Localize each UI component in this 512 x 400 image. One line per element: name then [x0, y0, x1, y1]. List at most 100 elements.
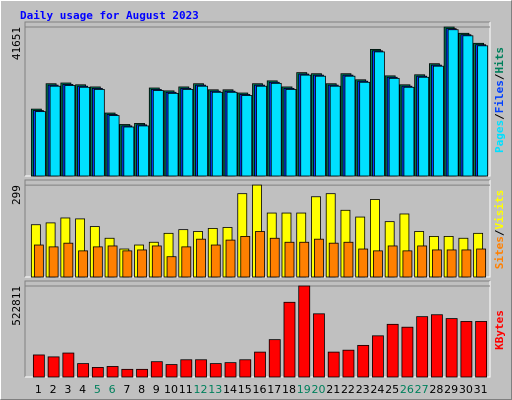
legend-entry: Hits: [493, 47, 506, 74]
bar: [417, 245, 428, 278]
panel-edge-light: [25, 281, 491, 378]
legend-entry: Pages: [493, 120, 506, 153]
bar: [461, 249, 472, 278]
bar: [34, 111, 46, 177]
x-tick-label: 17: [267, 383, 281, 396]
x-tick-label: 14: [223, 383, 237, 396]
bar: [166, 256, 177, 278]
bar: [107, 245, 118, 278]
bar: [329, 85, 341, 177]
bar: [359, 81, 371, 177]
bar: [122, 250, 133, 278]
bar: [241, 95, 253, 177]
bar: [388, 77, 400, 177]
x-tick-label: 5: [94, 383, 101, 396]
bar: [62, 352, 75, 378]
panel-edge-dark: [24, 21, 490, 176]
bar: [165, 364, 178, 378]
bar: [313, 313, 325, 378]
x-tick-label: 3: [64, 383, 71, 396]
bar: [476, 248, 487, 278]
x-tick-label: 16: [253, 383, 267, 396]
bar: [433, 65, 444, 177]
legend-entry: Visits: [493, 190, 506, 230]
x-tick-label: 4: [79, 383, 86, 396]
bar: [77, 363, 89, 378]
bar: [416, 316, 429, 378]
legend-separator: /: [493, 113, 506, 120]
x-tick-label: 20: [311, 383, 325, 396]
bar: [137, 249, 147, 278]
x-tick-label: 23: [356, 383, 370, 396]
bar: [342, 349, 355, 378]
bar: [268, 339, 281, 378]
bar: [78, 250, 88, 278]
bar: [48, 246, 59, 278]
bar: [418, 76, 430, 177]
bar: [283, 301, 296, 378]
y-tick-label: 41651: [10, 27, 23, 60]
x-tick-label: 22: [341, 383, 355, 396]
bar: [136, 368, 148, 378]
bar: [181, 246, 192, 278]
bar: [121, 368, 134, 378]
bar: [195, 359, 207, 378]
bar: [477, 45, 489, 177]
bar: [460, 321, 473, 378]
legend-separator: /: [493, 73, 506, 80]
bar: [47, 356, 60, 378]
bar: [432, 249, 442, 278]
bar: [180, 359, 193, 378]
x-tick-label: 11: [179, 383, 193, 396]
bar: [372, 335, 384, 378]
bar: [269, 237, 280, 278]
bar: [300, 74, 312, 177]
x-tick-label: 18: [282, 383, 296, 396]
bar: [225, 239, 236, 278]
legend-entry: Files: [493, 80, 506, 113]
bar: [123, 126, 135, 177]
y-tick-label: 522811: [10, 286, 23, 326]
legend: Pages/Files/Hits: [493, 47, 506, 153]
legend-separator: /: [493, 229, 506, 236]
bar: [462, 35, 474, 177]
x-tick-label: 21: [326, 383, 340, 396]
bar: [373, 250, 383, 278]
x-tick-label: 31: [474, 383, 488, 396]
bar: [374, 51, 385, 177]
bar: [64, 85, 76, 177]
bar: [386, 323, 399, 378]
x-tick-label: 9: [153, 383, 160, 396]
bar: [209, 363, 222, 378]
x-tick-label: 30: [459, 383, 473, 396]
bar: [93, 89, 105, 177]
bar: [357, 344, 370, 378]
bar: [224, 362, 237, 378]
bar: [402, 250, 413, 278]
x-tick-label: 19: [297, 383, 311, 396]
bar: [210, 244, 221, 278]
bar: [358, 248, 369, 278]
x-tick-label: 8: [138, 383, 145, 396]
bar: [33, 244, 44, 278]
bar: [298, 285, 311, 378]
bar: [49, 85, 61, 177]
bar: [315, 75, 326, 177]
bar: [79, 86, 90, 177]
x-tick-label: 26: [400, 383, 414, 396]
chart-title: Daily usage for August 2023: [20, 9, 199, 22]
bar: [387, 245, 398, 278]
bar: [150, 361, 163, 378]
bar: [344, 75, 356, 177]
bar: [151, 245, 162, 278]
x-tick-label: 28: [429, 383, 443, 396]
bar: [196, 238, 206, 278]
x-tick-label: 1: [35, 383, 42, 396]
bar: [138, 125, 149, 177]
legend: Sites/Visits: [493, 190, 506, 270]
bar: [211, 91, 223, 177]
bar: [32, 354, 45, 378]
bar: [285, 89, 297, 177]
